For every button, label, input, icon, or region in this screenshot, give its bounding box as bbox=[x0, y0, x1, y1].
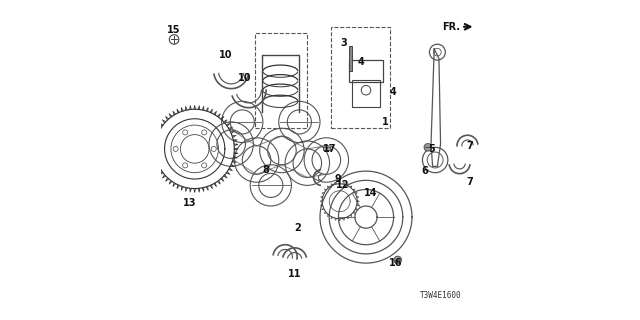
Text: 8: 8 bbox=[262, 164, 269, 174]
Circle shape bbox=[394, 256, 401, 264]
Text: 4: 4 bbox=[358, 57, 365, 67]
Text: 13: 13 bbox=[183, 198, 196, 208]
Text: 7: 7 bbox=[466, 177, 473, 187]
Bar bbox=[323, 147, 330, 150]
Text: 2: 2 bbox=[294, 223, 301, 233]
Text: 17: 17 bbox=[323, 144, 336, 154]
Text: 4: 4 bbox=[390, 87, 397, 97]
Text: 7: 7 bbox=[466, 141, 473, 151]
Text: 9: 9 bbox=[334, 174, 341, 184]
Text: FR.: FR. bbox=[442, 22, 460, 32]
Text: 6: 6 bbox=[422, 166, 428, 176]
Text: 11: 11 bbox=[288, 269, 301, 279]
Text: 5: 5 bbox=[429, 144, 435, 154]
Circle shape bbox=[424, 143, 431, 151]
Text: T3W4E1600: T3W4E1600 bbox=[420, 291, 461, 300]
Text: 10: 10 bbox=[238, 73, 252, 83]
Text: 14: 14 bbox=[364, 188, 378, 198]
Text: 3: 3 bbox=[340, 38, 348, 48]
Text: 12: 12 bbox=[335, 180, 349, 190]
Text: 10: 10 bbox=[220, 50, 233, 60]
Text: 1: 1 bbox=[382, 117, 388, 127]
Bar bbox=[349, 46, 352, 71]
Text: 16: 16 bbox=[389, 258, 403, 268]
Text: 15: 15 bbox=[166, 25, 180, 35]
